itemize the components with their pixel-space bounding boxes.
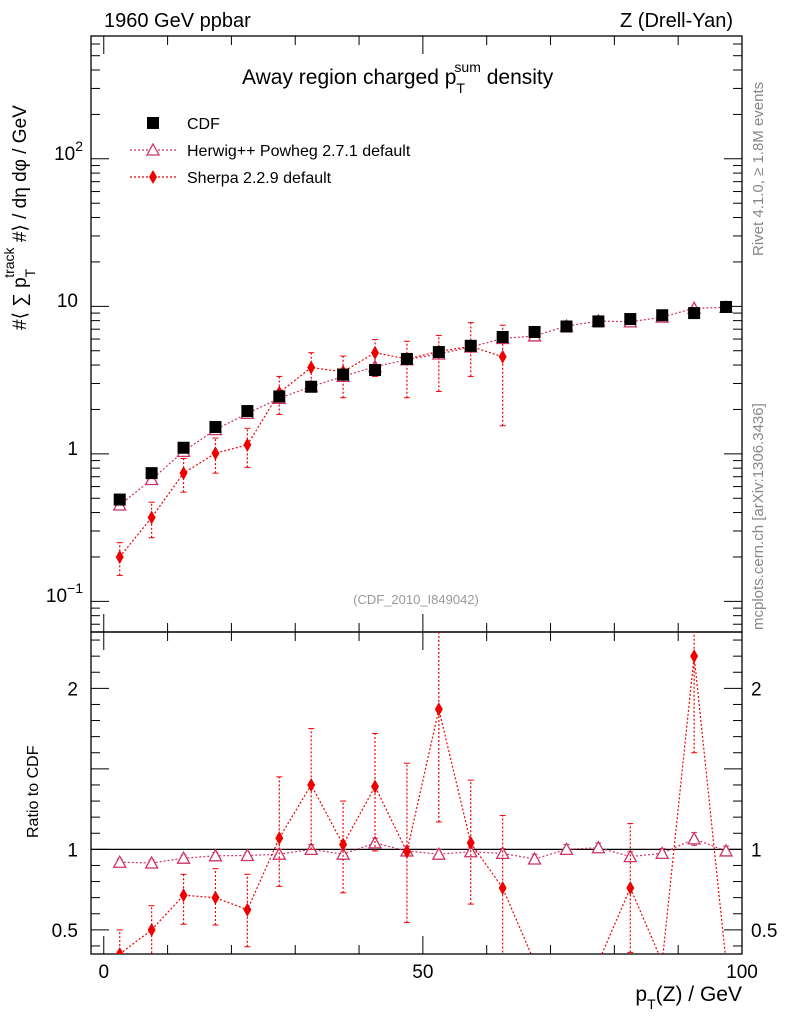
point-0-8 (369, 364, 382, 377)
point-0-11 (464, 339, 477, 352)
ratio-ytick-label-left-0.5: 0.5 (52, 921, 78, 942)
point-0-6 (305, 380, 318, 393)
legend: CDF Herwig++ Powheg 2.7.1 default Sherpa… (130, 116, 411, 187)
point-0-3 (209, 421, 222, 434)
xtick-label-0: 0 (98, 962, 109, 983)
main-y-tick-labels: 10−1 1 10 102 (46, 138, 83, 607)
point-2-0 (115, 549, 124, 564)
point-2-12 (498, 349, 507, 364)
ratio-point-0-1 (144, 855, 159, 869)
ratio-point-0-14 (559, 841, 574, 855)
ratio-point-1-11 (466, 835, 475, 850)
ratio-point-1-4 (243, 902, 252, 917)
ratio-point-0-17 (655, 846, 670, 860)
point-0-0 (113, 493, 126, 506)
legend-marker-cdf (147, 117, 159, 129)
ratio-point-1-9 (402, 844, 411, 859)
point-0-4 (241, 405, 254, 418)
ratio-point-0-2 (176, 850, 191, 864)
point-2-6 (307, 360, 316, 375)
point-0-18 (688, 307, 701, 320)
main-plot-data (112, 299, 734, 576)
point-0-12 (496, 330, 509, 343)
ratio-point-1-5 (275, 831, 284, 846)
ratio-point-1-7 (339, 837, 348, 852)
process-label: Z (Drell-Yan) (620, 10, 733, 32)
ratio-point-1-6 (307, 777, 316, 792)
ratio-y-axis-label: Ratio to CDF (25, 745, 42, 838)
ratio-series-line-1 (119, 656, 726, 954)
legend-label-sherpa: Sherpa 2.2.9 default (187, 170, 332, 187)
ratio-ytick-label-right-2: 2 (751, 679, 762, 700)
ytick-label-0.1: 10−1 (46, 580, 83, 607)
ratio-point-0-10 (431, 846, 446, 860)
point-0-14 (560, 320, 573, 333)
point-0-19 (720, 300, 733, 313)
ratio-point-1-3 (211, 890, 220, 905)
ratio-ytick-label-right-1: 1 (751, 840, 762, 861)
point-0-15 (592, 315, 605, 328)
legend-label-herwig: Herwig++ Powheg 2.7.1 default (187, 143, 411, 160)
ratio-ytick-label-left-1: 1 (67, 840, 78, 861)
x-tick-labels: 0 50 100 (98, 962, 757, 983)
energy-label: 1960 GeV ppbar (104, 10, 251, 32)
point-0-5 (273, 390, 286, 403)
ratio-point-1-16 (626, 880, 635, 895)
ratio-series-line-0 (119, 838, 727, 864)
ratio-point-0-12 (495, 846, 510, 860)
ratio-plot-frame (90, 631, 743, 955)
ratio-point-0-3 (208, 848, 223, 862)
point-2-3 (211, 446, 220, 461)
ytick-label-10: 10 (57, 291, 78, 312)
ratio-point-1-12 (498, 880, 507, 895)
rivet-version-label: Rivet 4.1.0, ≥ 1.8M events (750, 82, 767, 256)
xtick-label-50: 50 (412, 962, 433, 983)
ratio-axis-ticks (91, 639, 742, 947)
legend-marker-herwig (145, 142, 161, 156)
point-0-13 (528, 325, 541, 338)
legend-marker-sherpa (149, 170, 157, 184)
mcplots-reference-label: mcplots.cern.ch [arXiv:1306.3436] (750, 403, 767, 630)
x-axis-ticks (103, 36, 743, 954)
main-y-axis-label: #⟨ ∑ pTtrack #⟩ / dη dφ / GeV (1, 105, 38, 330)
plot-title: Away region charged pTsum density (242, 59, 554, 96)
ratio-point-0-4 (240, 848, 255, 862)
main-y-axis-ticks (91, 43, 742, 625)
ratio-y-tick-labels: 0.5 0.5 1 1 2 2 (52, 679, 778, 942)
point-0-10 (432, 346, 445, 359)
ytick-label-1: 1 (67, 439, 78, 460)
series-line-1 (119, 306, 727, 506)
ratio-ytick-label-right-0.5: 0.5 (751, 921, 777, 942)
ratio-point-0-18 (687, 831, 702, 845)
ratio-point-0-13 (527, 851, 542, 865)
ratio-plot-data (91, 632, 742, 954)
analysis-reference-label: (CDF_2010_I849042) (353, 592, 479, 607)
ratio-point-1-2 (179, 888, 188, 903)
point-0-9 (400, 352, 413, 365)
ytick-label-100: 102 (54, 138, 83, 165)
xtick-label-100: 100 (726, 962, 758, 983)
legend-label-cdf: CDF (187, 116, 220, 133)
point-2-1 (147, 510, 156, 525)
point-0-1 (145, 467, 158, 480)
ratio-point-1-0 (115, 947, 124, 954)
x-axis-label: pT(Z) / GeV (635, 983, 742, 1012)
point-0-7 (337, 368, 350, 381)
ratio-point-0-19 (718, 843, 734, 857)
ratio-point-1-18 (690, 649, 699, 664)
ratio-point-0-15 (591, 840, 606, 854)
ratio-point-1-1 (147, 922, 156, 937)
point-2-4 (243, 437, 252, 452)
ratio-ytick-label-left-2: 2 (67, 679, 78, 700)
ratio-point-0-0 (112, 854, 127, 868)
ratio-point-1-10 (434, 702, 443, 717)
point-0-17 (656, 309, 669, 322)
point-0-16 (624, 313, 637, 326)
ratio-point-1-8 (371, 779, 380, 794)
point-2-2 (179, 466, 188, 481)
point-0-2 (177, 441, 190, 454)
point-2-8 (371, 345, 380, 360)
